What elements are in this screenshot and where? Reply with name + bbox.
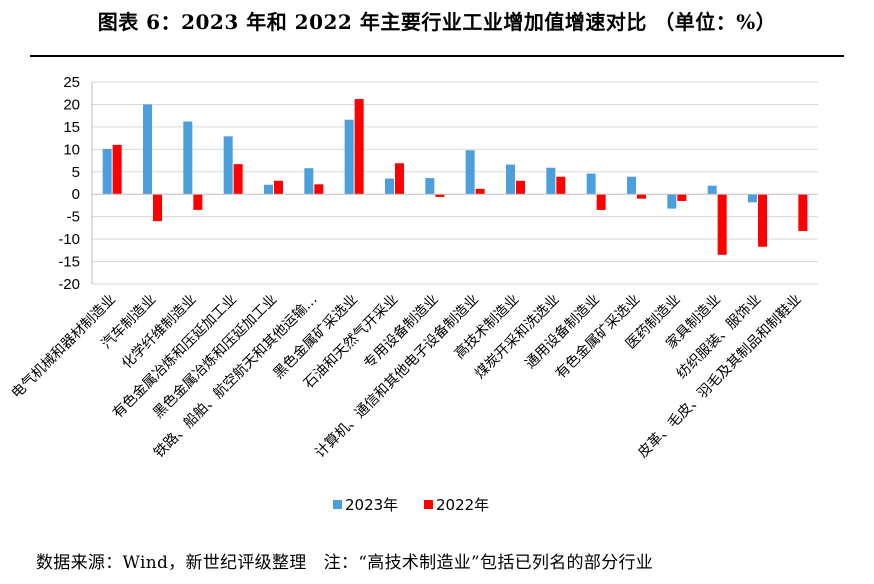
y-tick-label: 20 bbox=[63, 96, 80, 113]
bar-2023 bbox=[143, 104, 152, 195]
bar-2023 bbox=[707, 185, 717, 195]
bar-2022 bbox=[314, 184, 324, 195]
footer: 数据来源：Wind，新世纪评级整理 注：“高技术制造业”包括已列名的部分行业 bbox=[36, 548, 653, 573]
bar-2022 bbox=[395, 163, 404, 195]
x-axis-tick-labels: 电气机械和器材制造业汽车制造业化学纤维制造业有色金属冶炼和压延加工业黑色金属冶炼… bbox=[9, 291, 805, 461]
bars bbox=[102, 99, 808, 255]
gridlines bbox=[92, 81, 818, 285]
source-note: 数据来源：Wind，新世纪评级整理 bbox=[36, 553, 307, 573]
y-tick-label: -5 bbox=[67, 209, 80, 226]
bar-2023 bbox=[748, 194, 757, 203]
bar-2023 bbox=[183, 121, 193, 195]
bar-2022 bbox=[112, 144, 122, 195]
y-tick-label: 5 bbox=[72, 164, 80, 181]
y-tick-label: -20 bbox=[58, 276, 80, 293]
bar-2022 bbox=[274, 180, 283, 195]
bar-2022 bbox=[556, 176, 566, 195]
bar-2023 bbox=[344, 119, 354, 195]
bar-2023 bbox=[667, 194, 677, 209]
bar-2023 bbox=[102, 148, 112, 195]
bar-2022 bbox=[475, 188, 485, 195]
bar-2022 bbox=[798, 194, 808, 232]
bar-2022 bbox=[516, 180, 525, 195]
bar-2023 bbox=[385, 178, 394, 195]
bar-2023 bbox=[465, 150, 475, 195]
y-tick-label: -15 bbox=[58, 254, 80, 271]
legend-swatch-2023 bbox=[333, 500, 342, 509]
legend: 2023年 2022年 bbox=[333, 496, 489, 514]
bar-2023 bbox=[264, 184, 273, 195]
bar-chart: -20 -15 -10 -5 0 5 10 15 20 25 电气机械和器材制造业汽车制造业化学纤… bbox=[9, 74, 818, 514]
bar-2022 bbox=[637, 194, 646, 199]
axes bbox=[91, 82, 818, 284]
footnote: 注：“高技术制造业”包括已列名的部分行业 bbox=[323, 553, 654, 573]
bar-2022 bbox=[233, 164, 243, 195]
y-axis-tick-labels: -20 -15 -10 -5 0 5 10 15 20 25 bbox=[58, 74, 80, 293]
bar-2023 bbox=[546, 167, 556, 195]
legend-label: 2023年 bbox=[345, 496, 398, 514]
chart-title: 图表 6：2023 年和 2022 年主要行业工业增加值增速对比 （单位：%） bbox=[97, 10, 777, 34]
y-tick-label: 15 bbox=[63, 119, 80, 136]
bar-2022 bbox=[717, 194, 727, 255]
bar-2022 bbox=[193, 194, 203, 210]
bar-2023 bbox=[425, 178, 435, 195]
x-tick-label: 电气机械和器材制造业 bbox=[9, 292, 119, 402]
bar-2022 bbox=[596, 194, 606, 210]
legend-swatch-2022 bbox=[424, 500, 433, 509]
bar-2022 bbox=[153, 194, 162, 222]
bar-2022 bbox=[354, 99, 364, 195]
y-tick-label: 0 bbox=[72, 186, 80, 203]
bar-2023 bbox=[586, 173, 596, 195]
legend-label: 2022年 bbox=[436, 496, 489, 514]
y-tick-label: 25 bbox=[63, 74, 80, 91]
bar-2022 bbox=[435, 194, 445, 197]
bar-2023 bbox=[304, 168, 314, 195]
y-tick-label: -10 bbox=[58, 231, 80, 248]
bar-2023 bbox=[627, 176, 636, 195]
bar-2022 bbox=[677, 194, 687, 201]
bar-2023 bbox=[223, 136, 233, 195]
bar-2022 bbox=[758, 194, 767, 247]
title-rule bbox=[30, 55, 844, 57]
bar-2023 bbox=[506, 164, 515, 195]
y-tick-label: 10 bbox=[63, 141, 80, 158]
